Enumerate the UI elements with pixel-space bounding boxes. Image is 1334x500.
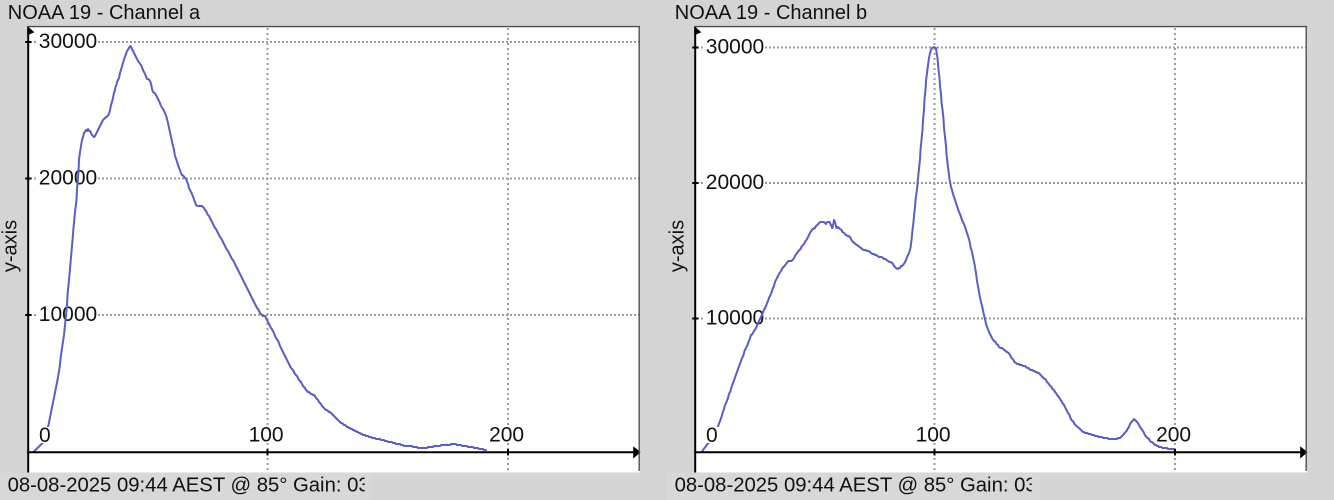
svg-text:200: 200 [1156,424,1191,447]
svg-text:200: 200 [489,424,524,447]
svg-text:08-08-2025 09:44 AEST @ 85° Ga: 08-08-2025 09:44 AEST @ 85° Gain: 03 [675,475,1037,497]
svg-text:10000: 10000 [39,303,97,326]
svg-text:100: 100 [916,424,951,447]
svg-text:0: 0 [706,424,718,447]
svg-text:100: 100 [249,424,284,447]
svg-text:NOAA 19 - Channel b: NOAA 19 - Channel b [675,2,867,24]
svg-text:30000: 30000 [706,36,764,59]
svg-text:10000: 10000 [706,307,764,330]
svg-text:30000: 30000 [39,30,97,53]
svg-text:y-axis: y-axis [0,220,22,272]
svg-text:0: 0 [39,424,51,447]
svg-text:y-axis: y-axis [667,220,689,272]
svg-text:20000: 20000 [39,167,97,190]
svg-text:20000: 20000 [706,171,764,194]
svg-text:NOAA 19 - Channel a: NOAA 19 - Channel a [8,2,201,24]
svg-text:08-08-2025 09:44 AEST @ 85° Ga: 08-08-2025 09:44 AEST @ 85° Gain: 03 [8,475,370,497]
